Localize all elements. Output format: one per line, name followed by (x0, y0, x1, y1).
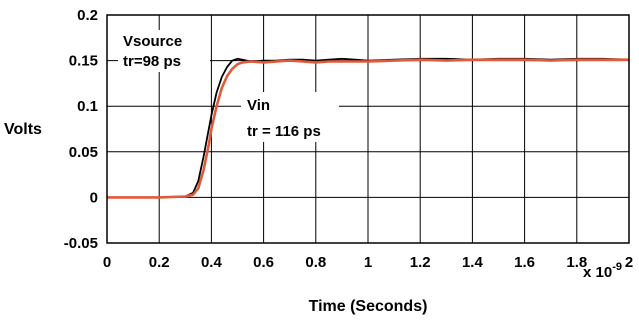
series-layer (107, 57, 630, 199)
annotation-vsource-box (118, 30, 210, 72)
y-tick-label: 0.15 (69, 53, 98, 70)
y-tick-labels: -0.05 0 0.05 0.1 0.15 0.2 (64, 7, 98, 252)
x-tick-label: 0 (103, 254, 111, 271)
annotation-vsource-line2: tr=98 ps (123, 53, 181, 70)
y-tick-label: 0 (90, 189, 98, 206)
x-tick-label: 0.4 (201, 254, 223, 271)
x-tick-label: 0.2 (149, 254, 170, 271)
x-tick-label: 0.6 (253, 254, 274, 271)
x-tick-labels: 0 0.2 0.4 0.6 0.8 1 1.2 1.4 1.6 1.8 2 (103, 254, 633, 271)
series-line-red (107, 58, 629, 199)
annotation-vin: Vin tr = 116 ps (241, 92, 339, 142)
x-scale-base: x 10 (583, 264, 612, 281)
x-scale-factor: x 10-9 (583, 261, 622, 281)
y-tick-label: 0.2 (77, 7, 98, 24)
x-tick-label: 1.8 (566, 254, 587, 271)
y-tick-label: 0.1 (77, 98, 98, 115)
x-tick-label: 1.6 (514, 254, 535, 271)
x-tick-label: 1.4 (462, 254, 484, 271)
annotation-vin-line2: tr = 116 ps (247, 123, 321, 140)
x-tick-label: 0.8 (305, 254, 326, 271)
x-scale-exponent: -9 (612, 261, 622, 273)
annotation-vin-line1: Vin (247, 97, 270, 114)
x-tick-label: 1.2 (410, 254, 431, 271)
x-tick-label: 2 (625, 254, 633, 271)
annotation-vin-box (241, 92, 339, 142)
y-axis-label: Volts (4, 121, 42, 138)
y-tick-label: 0.05 (69, 144, 98, 161)
x-axis-label: Time (Seconds) (309, 298, 428, 315)
annotation-vsource-line1: Vsource (123, 33, 182, 50)
y-tick-label: -0.05 (64, 235, 98, 252)
plot-frame (106, 14, 630, 244)
x-tick-label: 1 (364, 254, 372, 271)
annotation-vsource: Vsource tr=98 ps (118, 30, 210, 72)
